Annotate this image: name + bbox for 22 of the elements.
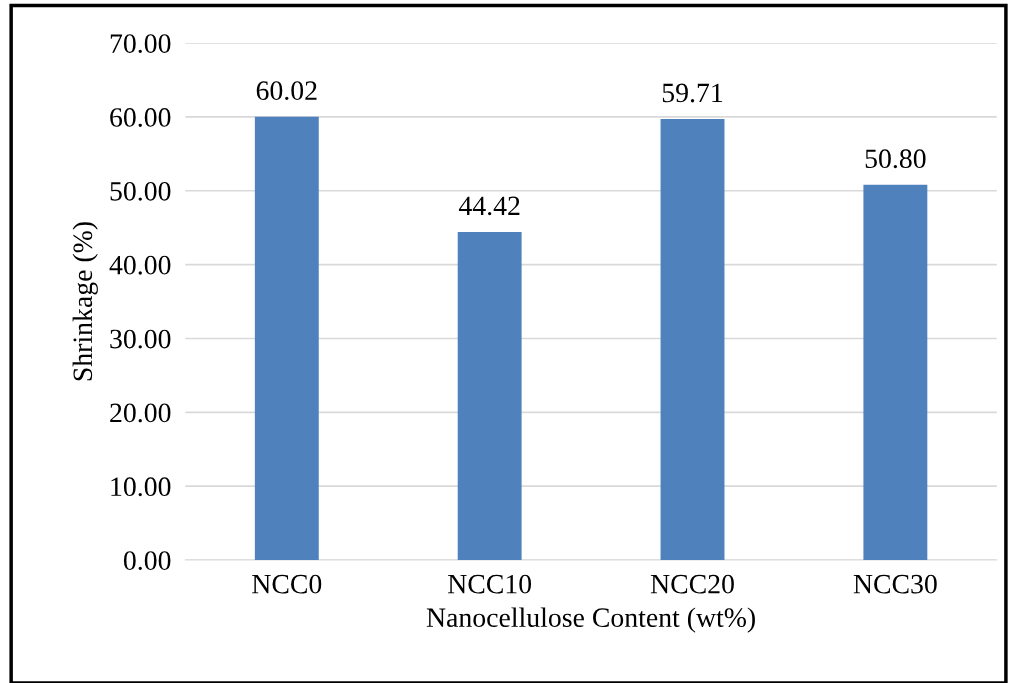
x-tick-label: NCC30	[853, 574, 937, 594]
y-tick-label: 10.00	[111, 477, 171, 497]
y-tick-label: 40.00	[109, 255, 171, 275]
x-tick-label: NCC10	[448, 574, 532, 594]
y-tick-label: 60.00	[110, 108, 171, 127]
y-tick-label: 70.00	[110, 34, 171, 54]
y-axis-title: Shrinkage (%)	[72, 222, 98, 381]
bar	[254, 116, 319, 561]
data-label: 59.71	[662, 83, 723, 103]
data-label: 44.42	[458, 196, 520, 216]
bar	[660, 119, 725, 561]
y-tick-label: 30.00	[110, 329, 171, 349]
y-tick-label: 0.00	[123, 551, 171, 571]
data-label: 60.02	[256, 81, 317, 101]
bar	[863, 184, 928, 561]
y-tick-label: 20.00	[110, 403, 171, 423]
x-tick-label: NCC20	[650, 574, 734, 594]
x-axis-title: Nanocellulose Content (wt%)	[426, 607, 755, 633]
bar	[457, 231, 522, 561]
data-label: 50.80	[865, 149, 926, 169]
y-tick-label: 50.00	[110, 181, 171, 201]
x-tick-label: NCC0	[252, 574, 322, 594]
